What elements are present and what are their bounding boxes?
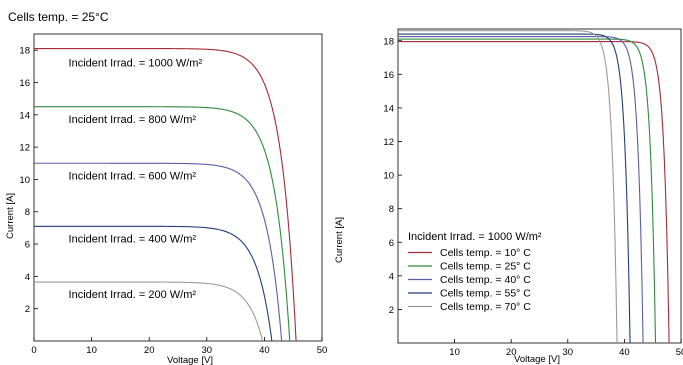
left-plot-frame: [33, 33, 323, 342]
right-series-lines: [398, 30, 670, 344]
y-tick-label: 2: [389, 305, 394, 316]
series-line-200: [34, 281, 264, 342]
y-tick-label: 16: [19, 78, 30, 89]
left-x-axis-label: Voltage [V]: [167, 355, 213, 365]
x-tick-label: 0: [31, 345, 36, 356]
legend-entry-25: Cells temp. = 25° C: [440, 261, 531, 273]
y-tick-label: 2: [25, 304, 30, 315]
y-tick-label: 16: [383, 70, 394, 81]
series-line-temp-25: [398, 38, 657, 344]
series-label-800: Incident Irrad. = 800 W/m²: [69, 114, 197, 126]
x-tick-label: 50: [317, 345, 328, 356]
y-tick-label: 4: [25, 272, 30, 283]
x-tick-label: 50: [676, 347, 683, 358]
y-tick-label: 18: [19, 46, 30, 57]
series-line-400: [34, 225, 273, 342]
legend-entry-40: Cells temp. = 40° C: [440, 274, 531, 286]
left-header: Cells temp. = 25°C: [8, 10, 109, 24]
series-line-temp-55: [398, 33, 631, 344]
y-tick-label: 8: [389, 204, 394, 215]
right-y-axis-label: Current [A]: [334, 217, 345, 263]
series-label-200: Incident Irrad. = 200 W/m²: [69, 289, 197, 301]
x-tick-label: 30: [202, 345, 213, 356]
series-line-temp-70: [398, 30, 618, 344]
y-tick-label: 6: [25, 240, 30, 251]
right-x-axis-label: Voltage [V]: [514, 354, 560, 365]
y-tick-label: 8: [25, 207, 30, 218]
legend-entry-10: Cells temp. = 10° C: [440, 247, 531, 259]
series-label-1000: Incident Irrad. = 1000 W/m²: [69, 57, 203, 69]
x-tick-label: 10: [449, 347, 460, 358]
series-line-temp-40: [398, 36, 644, 344]
chart-left: Cells temp. = 25°C 2 4 6 8 10 12 14 16 18 0 10 20 3…: [5, 10, 327, 365]
series-line-600: [34, 162, 283, 342]
right-y-ticks: 2 4 6 8 10 12 14 16 18: [383, 36, 402, 316]
series-line-800: [34, 106, 291, 342]
right-x-ticks: 10 20 30 40 50: [449, 339, 683, 358]
x-tick-label: 20: [506, 347, 517, 358]
series-label-600: Incident Irrad. = 600 W/m²: [69, 170, 197, 182]
right-legend: Incident Irrad. = 1000 W/m² Cells temp. =…: [408, 231, 542, 313]
left-x-ticks: 0 10 20 30 40 50: [31, 337, 327, 356]
y-tick-label: 12: [19, 143, 30, 154]
y-tick-label: 6: [389, 238, 394, 249]
y-tick-label: 14: [383, 103, 394, 114]
series-line-1000: [34, 47, 297, 342]
right-plot-frame: [397, 28, 682, 344]
series-label-400: Incident Irrad. = 400 W/m²: [69, 233, 197, 245]
y-tick-label: 10: [19, 175, 30, 186]
y-tick-label: 14: [19, 110, 30, 121]
left-y-ticks: 2 4 6 8 10 12 14 16 18: [19, 46, 38, 315]
left-y-axis-label: Current [A]: [5, 193, 16, 239]
y-tick-label: 4: [389, 271, 394, 282]
chart-right: 2 4 6 8 10 12 14 16 18 10 20 30 40 50 Incident Irrad…: [334, 28, 683, 365]
y-tick-label: 18: [383, 36, 394, 47]
left-series-labels: Incident Irrad. = 1000 W/m² Incident Irra…: [69, 57, 203, 301]
legend-title: Incident Irrad. = 1000 W/m²: [408, 231, 542, 243]
left-series-lines: [34, 47, 297, 342]
x-tick-label: 30: [563, 347, 574, 358]
y-tick-label: 12: [383, 137, 394, 148]
legend-entry-70: Cells temp. = 70° C: [440, 301, 531, 313]
x-tick-label: 10: [86, 345, 97, 356]
y-tick-label: 10: [383, 171, 394, 182]
x-tick-label: 20: [144, 345, 155, 356]
x-tick-label: 40: [619, 347, 630, 358]
x-tick-label: 40: [259, 345, 270, 356]
series-line-temp-10: [398, 41, 670, 344]
legend-entry-55: Cells temp. = 55° C: [440, 288, 531, 300]
